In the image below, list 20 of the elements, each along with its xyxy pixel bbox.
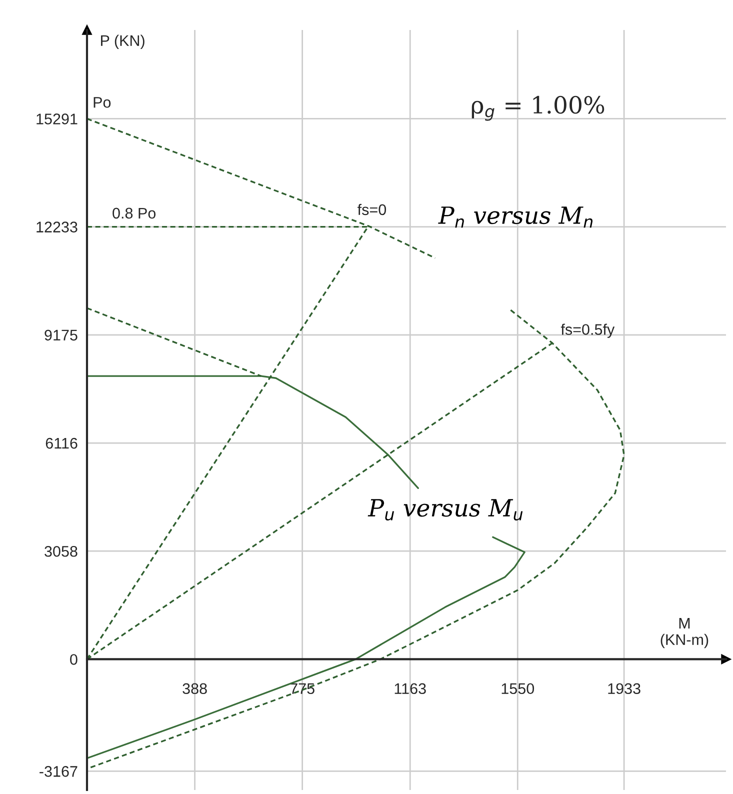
x-tick-label: 388: [182, 683, 207, 694]
annotation: fs=0.5fy: [560, 324, 615, 338]
y-tick-label: 6116: [46, 438, 78, 449]
x-tick-label: 1933: [608, 683, 640, 694]
x-tick-label: 1550: [502, 683, 534, 694]
series-label: P$_{u}$ versus M$_{u}$: [368, 499, 523, 520]
y-tick-label: -3167: [40, 766, 78, 777]
series-label: P$_{n}$ versus M$_{n}$: [438, 206, 592, 228]
annotation: Po: [94, 97, 111, 108]
y-tick-label: 3058: [44, 546, 78, 557]
annotation: fs=0: [358, 204, 386, 216]
x-axis-title: M (KN-m): [660, 618, 708, 648]
annotation: 0.8 Po: [112, 208, 156, 219]
y-axis-title: P (KN): [101, 34, 144, 49]
x-tick-label: 1163: [394, 683, 426, 694]
annotation: ρ$_{g}$ = 1.00%: [472, 96, 604, 121]
y-tick-label: 0: [70, 654, 78, 665]
y-tick-label: 12233: [36, 222, 78, 232]
y-tick-label: 9175: [44, 330, 78, 341]
y-tick-label: 15291: [36, 114, 78, 124]
